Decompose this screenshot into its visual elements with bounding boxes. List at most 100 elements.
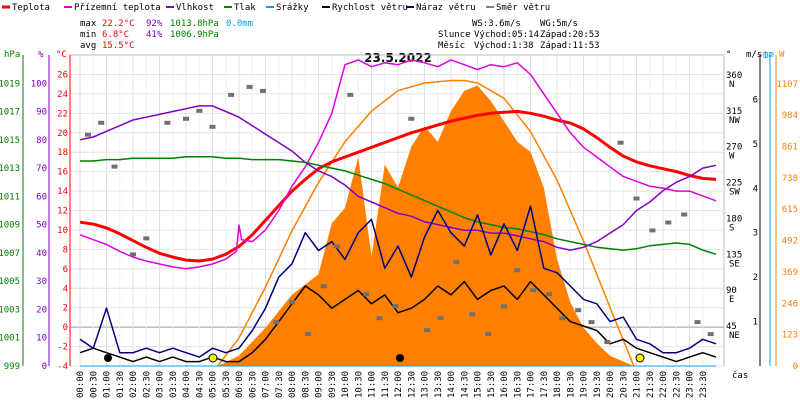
tick-rain: 1 <box>763 51 768 61</box>
tick-wind: 3 <box>753 229 758 239</box>
tick-temp: 6 <box>63 265 68 275</box>
tick-temp: 14 <box>57 187 68 197</box>
tick-temp: 2 <box>63 304 68 314</box>
point-smer-vetru <box>143 236 150 241</box>
stat-max-hum: 92% <box>146 19 163 29</box>
stat-avg-label: avg <box>80 41 96 51</box>
tick-temp: 26 <box>57 70 68 80</box>
stat-min-hum: 41% <box>146 30 163 40</box>
x-axis-label: čas <box>732 370 748 381</box>
info-moon-label: Měsíc <box>438 41 465 51</box>
point-smer-vetru <box>437 316 444 321</box>
info-sunset: Západ:20:53 <box>540 30 600 40</box>
tick-solar: 246 <box>782 299 798 309</box>
tick-time: 10:30 <box>354 371 364 398</box>
point-smer-vetru <box>347 92 354 97</box>
tick-dir-name: N <box>729 80 734 90</box>
tick-temp: -2 <box>57 343 68 353</box>
tick-solar: 984 <box>782 111 798 121</box>
tick-temp: 10 <box>57 226 68 236</box>
tick-temp: 4 <box>63 284 68 294</box>
tick-solar: 492 <box>782 237 798 247</box>
legend-label-prizemni-teplota: Přízemní teplota <box>74 3 161 13</box>
legend-label-vlhkost: Vlhkost <box>176 3 214 13</box>
point-smer-vetru <box>617 140 624 145</box>
tick-dir-deg: 360 <box>726 71 742 81</box>
axis-unit-hpa: hPa <box>4 50 20 60</box>
stat-max-label: max <box>80 19 97 29</box>
info-block: WS:3.6m/s WG:5m/s Slunce Východ:05:14 Zá… <box>438 19 600 51</box>
point-smer-vetru <box>259 88 266 93</box>
stat-max-rain: 0.0mm <box>226 19 253 29</box>
tick-temp: 18 <box>57 148 68 158</box>
tick-hpa: 1019 <box>0 79 20 89</box>
point-smer-vetru <box>246 84 253 89</box>
point-smer-vetru <box>530 288 537 293</box>
tick-time: 09:30 <box>328 371 338 398</box>
series-teplota <box>79 109 717 263</box>
stat-max-press: 1013.8hPa <box>170 19 219 29</box>
point-smer-vetru <box>304 332 311 337</box>
point-smer-vetru <box>453 260 460 265</box>
point-smer-vetru <box>334 244 340 249</box>
tick-time: 18:30 <box>566 371 576 398</box>
tick-dir-name: NW <box>729 116 740 126</box>
tick-dir-deg: 135 <box>726 250 742 260</box>
point-smer-vetru <box>665 220 672 225</box>
series-naraz-vetru <box>79 205 717 358</box>
legend-label-rychlost-vetru: Rychlost větru <box>332 3 408 13</box>
series-tlak <box>80 156 717 256</box>
point-smer-vetru <box>501 304 507 309</box>
axis-unit-solar: W <box>779 50 785 60</box>
tick-pct: 30 <box>36 277 47 287</box>
tick-dir-name: NE <box>729 331 740 341</box>
tick-dir-deg: 90 <box>726 286 737 296</box>
tick-temp: 0 <box>63 323 68 333</box>
tick-wind: 4 <box>753 184 758 194</box>
point-smer-vetru <box>183 116 189 121</box>
tick-solar: 0 <box>793 362 798 372</box>
tick-temp: 8 <box>63 245 68 255</box>
tick-time: 02:00 <box>129 371 139 398</box>
tick-time: 13:30 <box>434 371 444 398</box>
tick-hpa: 1001 <box>0 334 20 344</box>
tick-time: 12:00 <box>394 371 404 398</box>
tick-time: 16:30 <box>513 371 523 398</box>
tick-hpa: 1011 <box>0 192 20 202</box>
point-smer-vetru <box>514 268 521 273</box>
point-smer-vetru <box>320 284 327 289</box>
info-sunrise: Východ:05:14 <box>474 30 539 40</box>
tick-time: 06:00 <box>235 371 245 398</box>
tick-dir-name: SE <box>729 259 740 269</box>
tick-time: 16:00 <box>500 371 510 398</box>
point-smer-vetru <box>376 316 383 321</box>
tick-pct: 50 <box>36 221 47 231</box>
tick-time: 02:30 <box>142 371 152 398</box>
tick-dir-deg: 270 <box>726 143 742 153</box>
tick-time: 05:30 <box>222 371 232 398</box>
moonrise-marker <box>104 354 112 362</box>
point-smer-vetru <box>98 120 105 125</box>
tick-time: 08:30 <box>301 371 311 398</box>
point-smer-vetru <box>392 304 399 309</box>
tick-time: 21:00 <box>633 371 643 398</box>
tick-time: 17:30 <box>540 371 550 398</box>
tick-time: 23:30 <box>699 371 709 398</box>
tick-temp: 20 <box>57 129 68 139</box>
tick-time: 01:00 <box>103 371 113 398</box>
point-smer-vetru <box>209 124 216 129</box>
info-moonrise: Východ:1:38 <box>474 41 534 51</box>
solar-series <box>217 79 635 367</box>
tick-pct: 0 <box>42 362 47 372</box>
tick-dir-deg: 225 <box>726 179 742 189</box>
tick-time: 14:00 <box>447 371 457 398</box>
info-sun-label: Slunce <box>438 30 471 40</box>
tick-hpa: 1013 <box>0 164 20 174</box>
legend-label-smer-vetru: Směr větru <box>496 3 550 13</box>
point-smer-vetru <box>575 308 582 313</box>
axis-unit-rain: mm <box>763 50 774 60</box>
series-teoreticke-zareni <box>217 79 635 367</box>
tick-time: 11:00 <box>368 371 378 398</box>
tick-time: 19:30 <box>593 371 603 398</box>
tick-pct: 60 <box>36 192 47 202</box>
